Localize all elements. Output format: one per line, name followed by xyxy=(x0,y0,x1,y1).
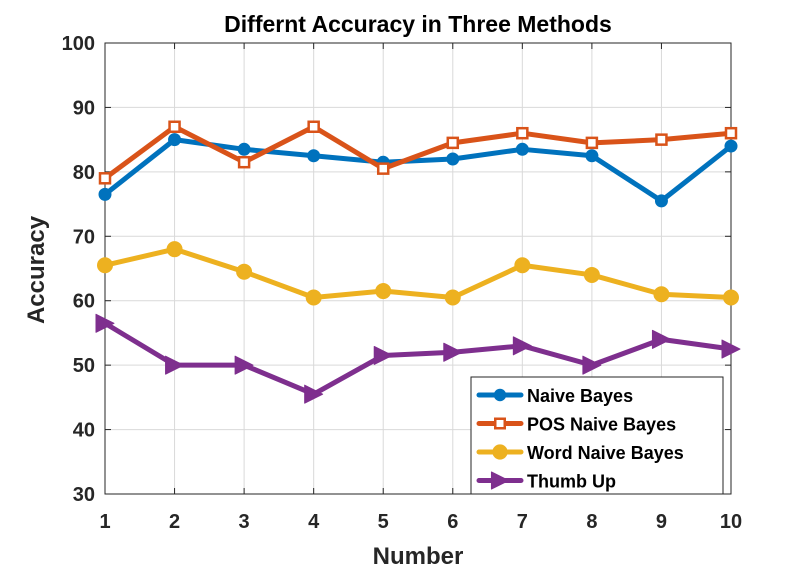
y-tick-label: 40 xyxy=(73,420,95,442)
y-tick-label: 30 xyxy=(73,484,95,506)
series-line xyxy=(102,137,734,204)
y-tick-label: 60 xyxy=(73,291,95,313)
data-point xyxy=(582,355,602,375)
x-tick-label: 10 xyxy=(720,511,742,533)
series-word-naive-bayes xyxy=(97,241,739,306)
data-point xyxy=(654,194,668,208)
data-point xyxy=(376,162,390,175)
data-point xyxy=(651,329,671,349)
data-point xyxy=(234,355,254,375)
x-tick-label: 7 xyxy=(517,511,528,533)
y-tick-label: 100 xyxy=(62,33,95,55)
data-point xyxy=(585,136,599,150)
legend: Naive Bayes POS Naive Bayes Word Naive Bay… xyxy=(470,376,724,495)
data-point xyxy=(307,149,321,163)
series-pos-naive-bayes xyxy=(98,120,738,185)
data-point xyxy=(98,172,112,185)
data-point xyxy=(304,384,324,404)
data-point xyxy=(444,289,461,306)
data-point xyxy=(168,133,182,147)
x-tick-label: 8 xyxy=(586,511,597,533)
legend-label: Word Naive Bayes xyxy=(527,443,684,463)
series-line xyxy=(102,246,734,300)
data-point xyxy=(97,257,113,274)
chart-title: Differnt Accuracy in Three Methods xyxy=(224,11,612,37)
legend-label: POS Naive Bayes xyxy=(527,415,676,435)
series-group xyxy=(95,120,741,404)
x-tick-label: 2 xyxy=(169,511,180,533)
y-axis-label: Accuracy xyxy=(23,215,50,324)
data-point xyxy=(165,355,185,375)
x-tick-label: 4 xyxy=(308,511,320,533)
x-tick-label: 9 xyxy=(656,511,667,533)
data-point xyxy=(585,149,599,163)
legend-marker xyxy=(494,417,506,430)
series-line xyxy=(102,320,734,397)
legend-label: Naive Bayes xyxy=(527,386,633,406)
x-tick-label: 5 xyxy=(378,511,389,533)
data-point xyxy=(166,241,183,258)
data-point xyxy=(512,336,532,356)
data-point xyxy=(237,155,251,169)
data-point xyxy=(655,133,668,146)
data-point xyxy=(237,142,251,156)
series-line xyxy=(102,124,734,181)
series-thumb-up xyxy=(95,313,741,404)
x-tick-label: 6 xyxy=(447,511,458,533)
data-point xyxy=(583,266,600,283)
data-point xyxy=(446,152,460,166)
data-point xyxy=(307,120,320,134)
data-point xyxy=(721,339,741,359)
y-tick-label: 80 xyxy=(73,162,95,184)
y-tick-label: 90 xyxy=(73,97,95,119)
y-tick-label: 50 xyxy=(73,355,95,377)
y-axis: 30 40 50 60 70 80 90 100 xyxy=(62,33,731,506)
data-point xyxy=(98,187,112,201)
data-point xyxy=(653,286,670,303)
x-axis: 1 2 3 4 5 6 7 8 9 10 xyxy=(99,43,742,533)
legend-marker xyxy=(490,471,510,490)
legend-marker xyxy=(492,444,508,460)
data-point xyxy=(168,120,181,134)
data-point xyxy=(516,126,529,140)
data-point xyxy=(236,263,253,280)
data-point xyxy=(375,283,392,300)
data-point xyxy=(515,142,529,156)
data-point xyxy=(305,289,322,306)
data-point xyxy=(514,257,531,274)
legend-marker xyxy=(493,388,507,402)
y-tick-label: 70 xyxy=(73,226,95,248)
legend-label: Thumb Up xyxy=(527,472,616,492)
data-point xyxy=(443,342,463,362)
data-point xyxy=(373,345,393,365)
series-naive-bayes xyxy=(98,133,738,208)
x-tick-label: 3 xyxy=(239,511,250,533)
data-point xyxy=(724,126,738,140)
x-axis-label: Number xyxy=(373,543,464,570)
x-tick-label: 1 xyxy=(99,511,110,533)
data-point xyxy=(724,139,738,153)
data-point xyxy=(723,289,739,306)
data-point xyxy=(446,136,460,150)
data-point xyxy=(95,313,115,333)
